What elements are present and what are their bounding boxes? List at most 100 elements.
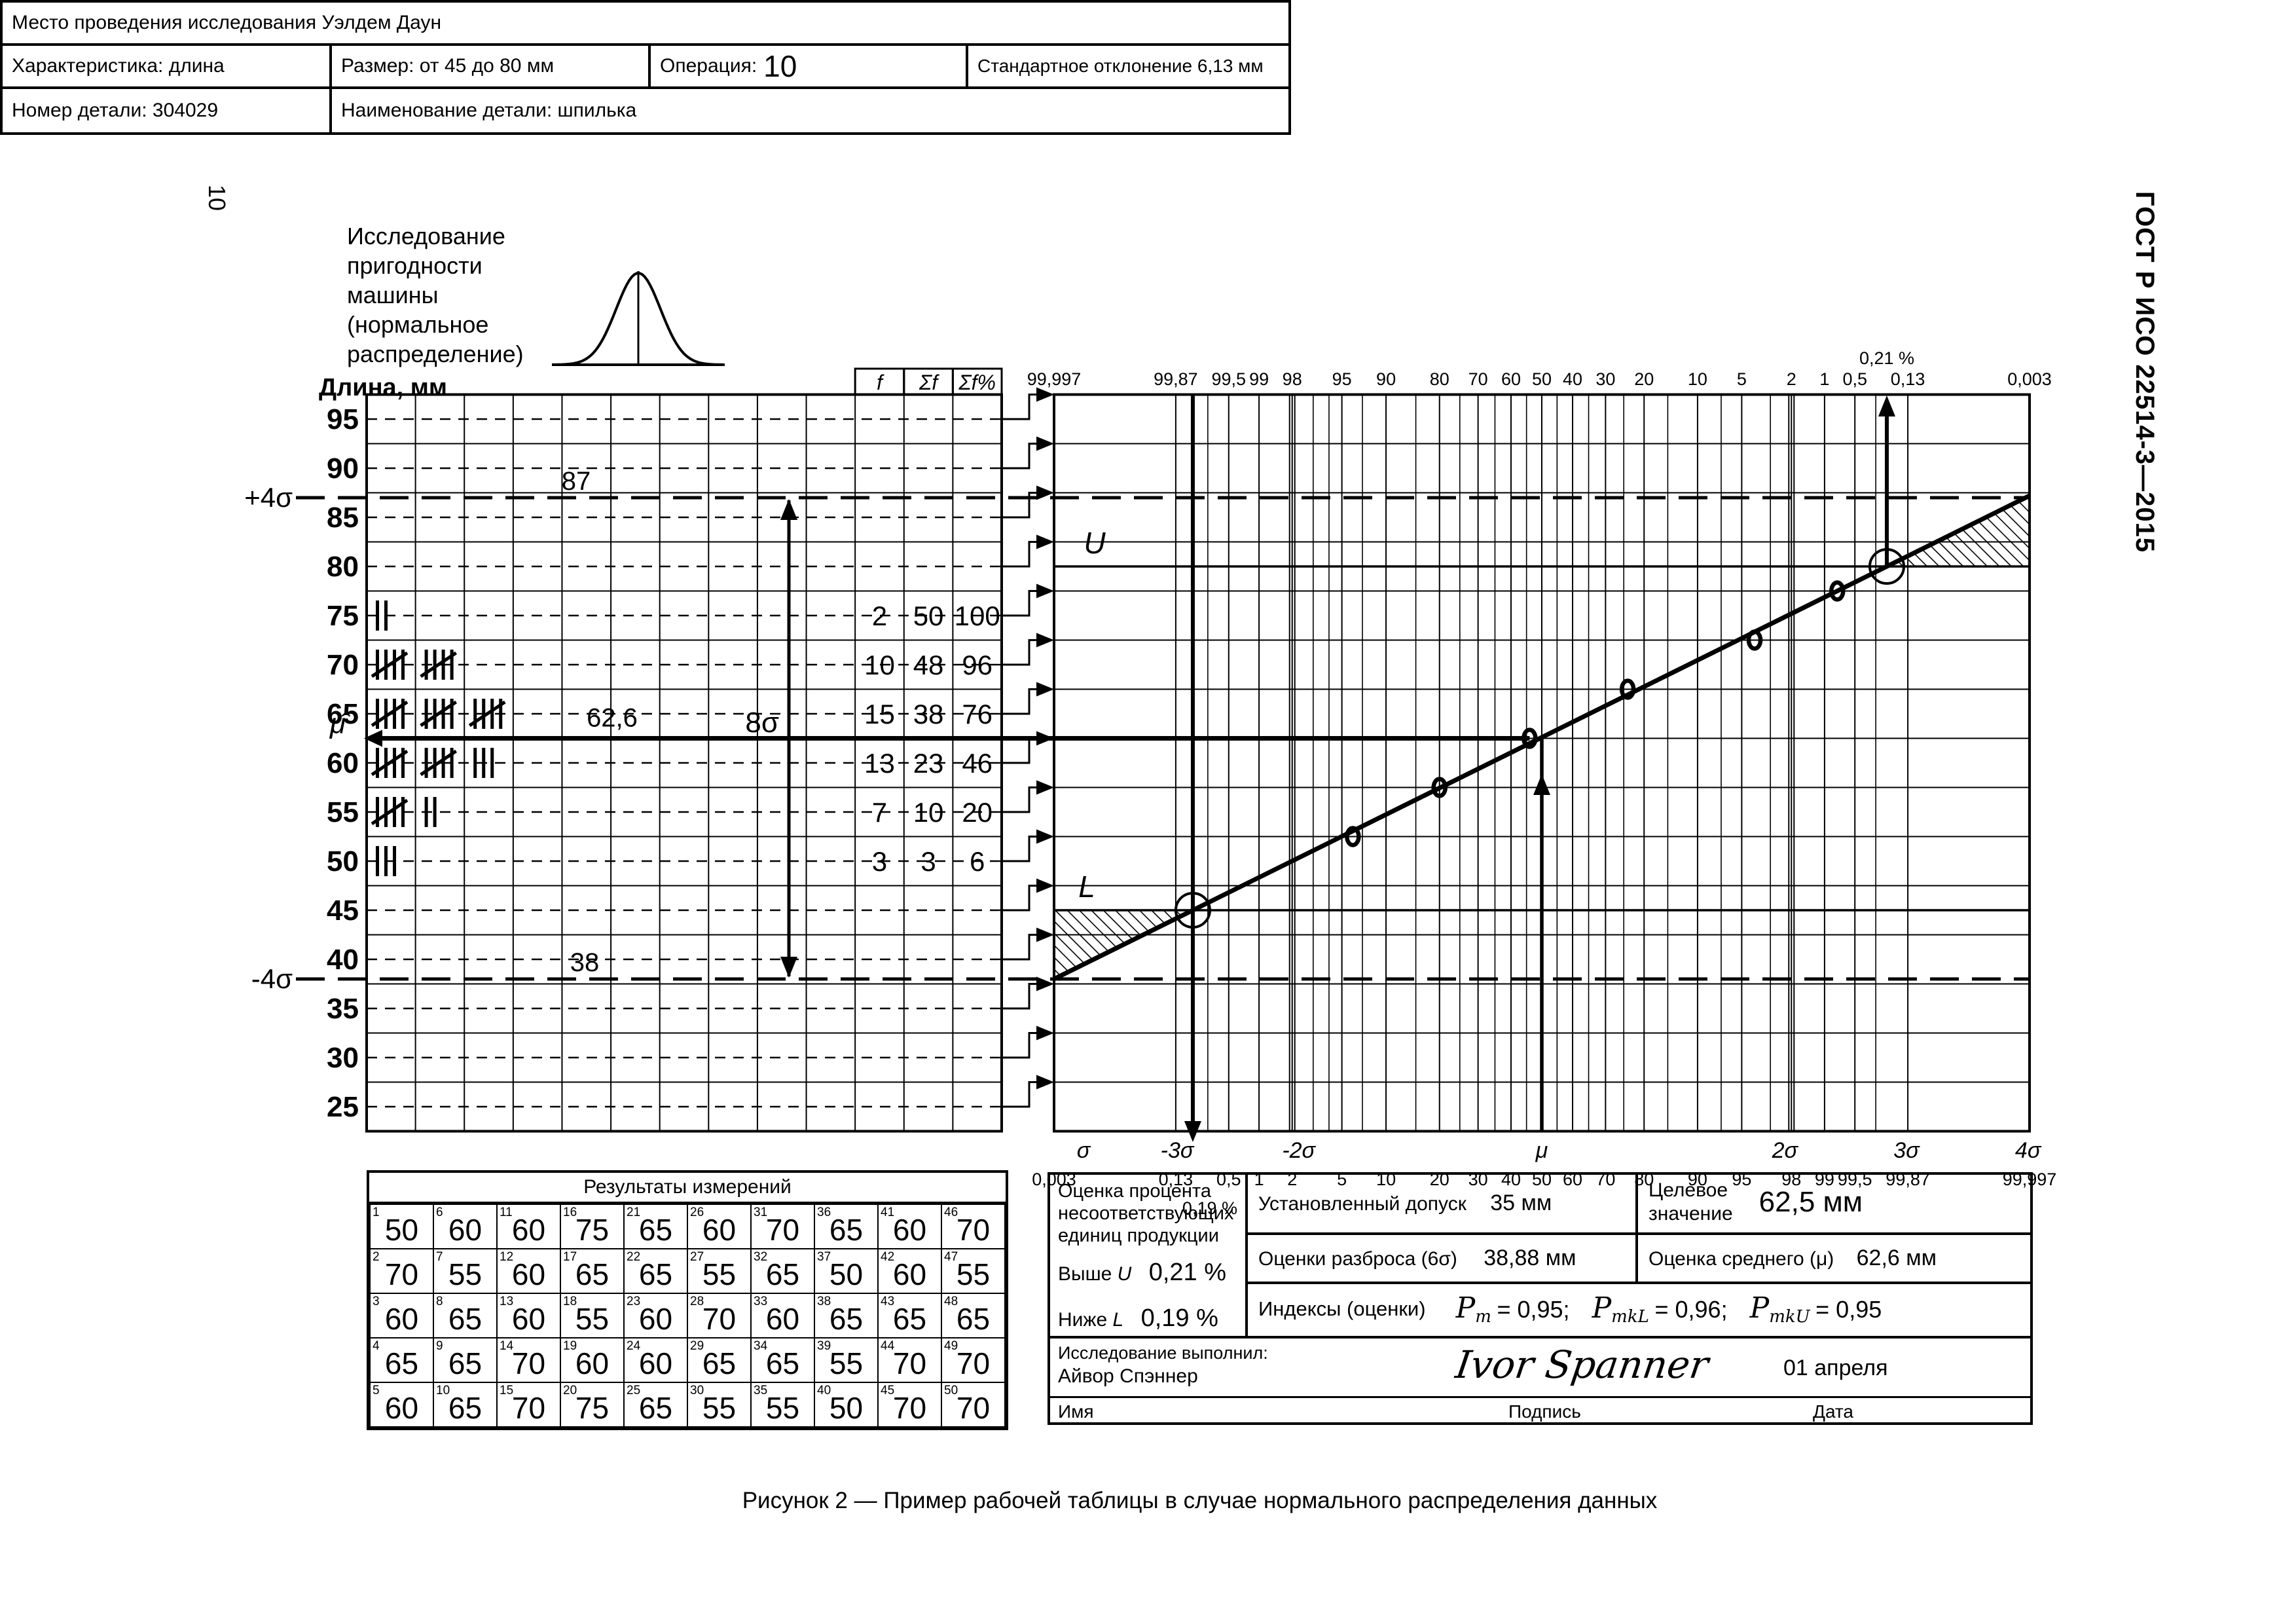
tally-mark (384, 650, 388, 680)
tally-mark (401, 699, 405, 729)
result-value: 50 (384, 1213, 419, 1247)
tally-mark (393, 748, 396, 778)
pmku-value: = 0,95 (1815, 1296, 1882, 1323)
result-value: 65 (765, 1346, 800, 1380)
sigma-scale-label: μ (1535, 1138, 1548, 1163)
field-part-number: Номер детали: 304029 (3, 89, 332, 132)
result-cell: 49 70 (941, 1337, 1006, 1383)
top-scale-label: 80 (1430, 369, 1449, 389)
result-value: 70 (892, 1346, 927, 1380)
tally-mark (393, 846, 396, 876)
connector-arrow (1036, 878, 1054, 893)
operation-value: 10 (763, 49, 797, 83)
result-index: 1 (373, 1206, 380, 1219)
spread-label: Оценки разброса (6σ) (1258, 1248, 1457, 1270)
freq-cum-value: 48 (913, 650, 944, 680)
result-index: 8 (436, 1295, 443, 1308)
connector-arrow (1036, 1025, 1054, 1041)
results-row: 3 60 8 65 13 60 18 55 23 60 28 70 33 60 38 65 43 65 48 65 (369, 1293, 1006, 1338)
pmku-symbol: P (1749, 1291, 1770, 1325)
top-scale-label: 1 (1819, 369, 1829, 389)
tally-mark (384, 600, 388, 631)
top-scale-label: 30 (1595, 369, 1615, 389)
tally-mark (490, 699, 494, 729)
result-value: 60 (384, 1302, 419, 1336)
tally-mark (376, 600, 379, 631)
result-value: 65 (575, 1257, 610, 1291)
mean-label: Оценка среднего (μ) (1649, 1248, 1834, 1270)
tally-mark (393, 699, 396, 729)
date-value: 01 апреля (1783, 1356, 1888, 1380)
top-scale-label: 70 (1468, 369, 1488, 389)
tally-mark (482, 699, 486, 729)
top-scale-label: 99,997 (1027, 369, 1082, 389)
mean-value-annotation: 62,6 (587, 704, 638, 733)
signature: Ivor Spanner (1453, 1342, 1711, 1387)
tally-mark (393, 797, 396, 827)
top-scale-label: 0,13 (1891, 369, 1925, 389)
result-cell: 36 65 (814, 1204, 879, 1249)
results-row: 4 65 9 65 14 70 19 60 24 60 29 65 34 65 39 55 44 70 49 70 (369, 1337, 1006, 1383)
freq-cumpct-value: 20 (962, 797, 993, 828)
result-value: 60 (892, 1257, 927, 1291)
result-cell: 38 65 (814, 1293, 879, 1338)
connector-arrow (1036, 976, 1054, 991)
result-value: 65 (448, 1391, 483, 1425)
result-cell: 28 70 (687, 1293, 752, 1338)
length-axis-label: 45 (327, 895, 359, 927)
result-value: 60 (511, 1213, 546, 1247)
top-scale-label: 0,5 (1842, 369, 1867, 389)
upper-limit-intersection-marker (1868, 548, 1905, 585)
length-axis-label: 90 (327, 452, 359, 485)
divider (1050, 1336, 2033, 1338)
freq-f-value: 10 (864, 650, 895, 680)
divider (1050, 1396, 2033, 1398)
tally-mark (384, 748, 388, 778)
tally-mark (482, 748, 486, 778)
result-cell: 35 55 (750, 1382, 815, 1428)
freq-cumpct-value: 46 (962, 748, 993, 779)
connector-arrow (1036, 829, 1054, 844)
result-cell: 34 65 (750, 1337, 815, 1383)
freq-cum-value: 50 (913, 600, 944, 631)
freq-f-value: 3 (872, 846, 887, 877)
data-point (1746, 629, 1763, 651)
result-index: 44 (881, 1339, 895, 1353)
page-number: 10 (204, 185, 230, 212)
divider (1635, 1175, 1638, 1284)
result-value: 65 (702, 1346, 737, 1380)
result-cell: 3 60 (369, 1293, 434, 1338)
result-value: 65 (384, 1346, 419, 1380)
result-cell: 14 70 (496, 1337, 561, 1383)
result-value: 70 (511, 1346, 546, 1380)
connector-arrow (1036, 633, 1054, 648)
result-value: 60 (511, 1257, 546, 1291)
freq-header-label: f (877, 371, 884, 394)
result-cell: 46 70 (941, 1204, 1006, 1249)
result-cell: 1 50 (369, 1204, 434, 1249)
eight-sigma-label: 8σ (745, 707, 779, 739)
length-axis-label: 60 (327, 747, 359, 779)
tally-mark (376, 699, 379, 729)
above-u-row: Выше U 0,21 % (1058, 1259, 1226, 1287)
spread-value: 38,88 мм (1484, 1246, 1576, 1270)
bell-curve-icon (552, 272, 723, 366)
indices-row: Индексы (оценки) Pm = 0,95; PmkL = 0,96;… (1258, 1291, 1882, 1327)
result-cell: 9 65 (433, 1337, 498, 1383)
indices-label: Индексы (оценки) (1258, 1297, 1426, 1321)
result-cell: 42 60 (877, 1248, 942, 1294)
length-axis-label: 40 (327, 944, 359, 976)
result-value: 65 (638, 1213, 673, 1247)
tally-mark (473, 699, 477, 729)
result-value: 65 (829, 1302, 864, 1336)
target-label: Целевое значение (1649, 1179, 1733, 1225)
below-label: Ниже (1058, 1309, 1108, 1331)
divider (1245, 1175, 1248, 1338)
tally-mark (433, 797, 437, 827)
connector-arrow (1036, 731, 1054, 746)
result-cell: 27 55 (687, 1248, 752, 1294)
results-row: 5 60 10 65 15 70 20 75 25 65 30 55 35 55 40 50 45 70 50 70 (369, 1382, 1006, 1428)
result-cell: 24 60 (623, 1337, 688, 1383)
connector-arrow (1036, 387, 1054, 402)
